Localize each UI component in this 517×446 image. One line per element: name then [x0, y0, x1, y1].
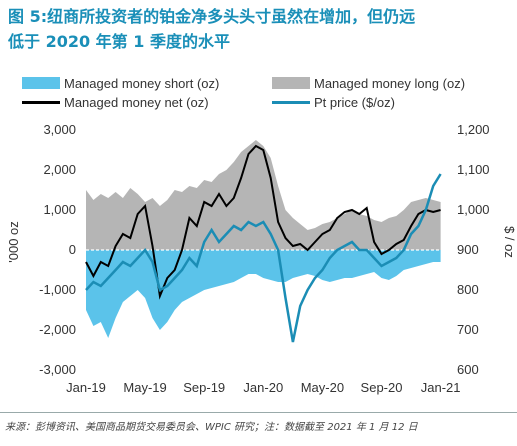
- y-left-tick-label: -2,000: [39, 322, 76, 337]
- y-left-tick-label: 3,000: [43, 122, 76, 137]
- y-right-tick-label: 700: [457, 322, 479, 337]
- pt-price-line: [85, 173, 442, 343]
- net-line: [85, 144, 441, 300]
- short-area: [86, 250, 441, 338]
- y-left-tick-label: 2,000: [43, 162, 76, 177]
- legend-label-net: Managed money net (oz): [64, 94, 209, 110]
- chart-title-line-2: 低于 2020 年第 1 季度的水平: [8, 32, 230, 51]
- y-right-tick-label: 1,200: [457, 122, 490, 137]
- y-right-tick-label: 900: [457, 242, 479, 257]
- chart-title: 图 5:纽商所投资者的铂金净多头头寸虽然在增加，但仍远 低于 2020 年第 1…: [8, 4, 513, 54]
- y-left-tick-label: 1,000: [43, 202, 76, 217]
- legend-swatch-pt: [272, 100, 310, 104]
- source-divider: [0, 412, 517, 413]
- y-right-tick-label: 800: [457, 282, 479, 297]
- y-left-tick-label: -3,000: [39, 362, 76, 377]
- y-right-tick-label: 600: [457, 362, 479, 377]
- x-tick-label: Jan-21: [421, 380, 461, 395]
- x-tick-label: Jan-20: [243, 380, 283, 395]
- source-note: 来源：彭博资讯、美国商品期货交易委员会、WPIC 研究；注：数据截至 2021 …: [5, 422, 418, 433]
- y-right-tick-label: 1,100: [457, 162, 490, 177]
- x-tick-label: May-19: [123, 380, 166, 395]
- y-left-axis-title: '000 oz: [6, 221, 21, 263]
- x-tick-label: Sep-19: [183, 380, 225, 395]
- legend-label-long: Managed money long (oz): [314, 75, 466, 91]
- y-right-axis-title: $ / oz: [502, 226, 517, 258]
- legend-item-short: Managed money short (oz): [22, 74, 219, 92]
- chart-legend: Managed money short (oz) Managed money l…: [22, 74, 512, 114]
- y-right-tick-label: 1,000: [457, 202, 490, 217]
- legend-swatch-net: [22, 100, 60, 104]
- y-left-tick-label: -1,000: [39, 282, 76, 297]
- x-tick-label: May-20: [301, 380, 344, 395]
- chart-title-line-1: 图 5:纽商所投资者的铂金净多头头寸虽然在增加，但仍远: [8, 7, 416, 26]
- legend-item-long: Managed money long (oz): [272, 74, 465, 92]
- long-area: [86, 140, 441, 250]
- legend-item-net: Managed money net (oz): [22, 93, 209, 111]
- legend-swatch-long: [272, 77, 310, 89]
- legend-label-short: Managed money short (oz): [64, 75, 220, 91]
- x-tick-label: Sep-20: [361, 380, 403, 395]
- legend-swatch-short: [22, 77, 60, 89]
- x-tick-label: Jan-19: [66, 380, 106, 395]
- legend-label-pt: Pt price ($/oz): [314, 94, 395, 110]
- legend-item-pt: Pt price ($/oz): [272, 93, 395, 111]
- chart-plot: 3,000 2,000 1,000 0 -1,000 -2,000 -3,000 1,200 1…: [6, 122, 517, 395]
- y-left-tick-label: 0: [69, 242, 76, 257]
